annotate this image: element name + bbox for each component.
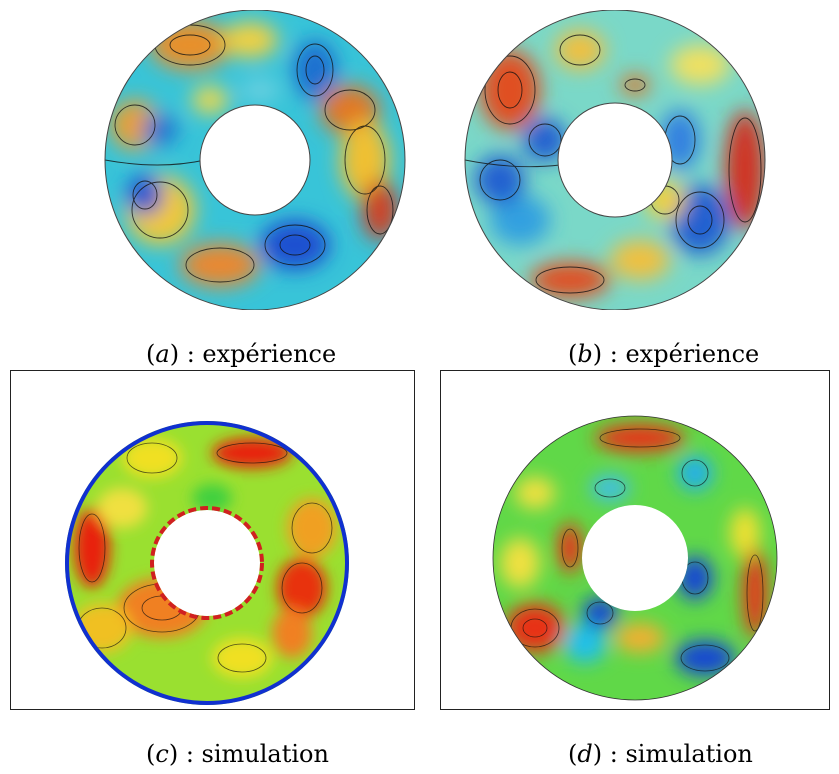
panel-b-image: [460, 10, 770, 310]
caption-b: (b) : expérience: [568, 340, 760, 368]
panel-d-image: [490, 413, 780, 703]
annulus-contour-b: [464, 10, 766, 310]
caption-a: (a) : expérience: [146, 340, 337, 368]
annulus-contour-d: [492, 415, 778, 701]
panel-c-image: [62, 418, 352, 708]
panel-a-image: [100, 10, 410, 310]
caption-d: (d) : simulation: [568, 740, 753, 768]
caption-c: (c) : simulation: [146, 740, 329, 768]
annulus-contour-a: [104, 10, 406, 310]
annulus-contour-c: [65, 421, 349, 705]
